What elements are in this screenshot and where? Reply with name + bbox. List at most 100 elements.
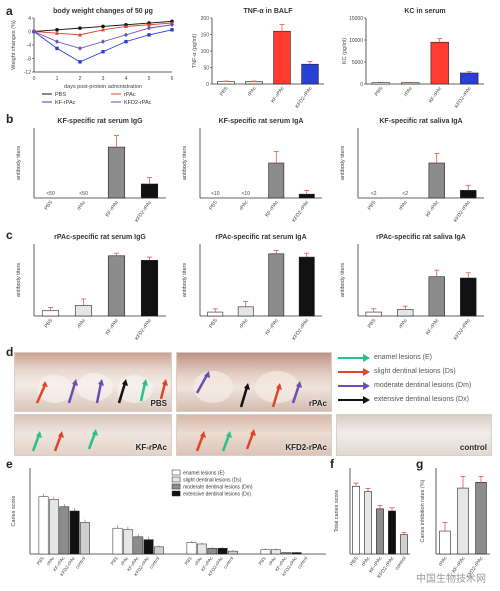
photo-control: control [336, 414, 492, 456]
photo-label-kf-rpac: KF-rPAc [135, 443, 167, 452]
x-tick-label: rPAc [403, 85, 414, 97]
bar-dm-rpac [196, 543, 207, 555]
bar-ds-control [154, 546, 164, 555]
data-point [170, 22, 174, 27]
legend-label: KFD2-rPAc [124, 100, 152, 106]
x-tick-label: PBS [184, 556, 193, 566]
bar-dm-kfd2-rpac [217, 548, 228, 555]
x-tick-label: PBS [36, 556, 45, 566]
series-line-kf-rpac [33, 29, 173, 63]
bar-ds-rpac [122, 529, 133, 555]
photo-label-kfd2-rpac: KFD2-rPAc [285, 443, 327, 452]
data-point [124, 32, 128, 38]
value-label: <50 [46, 191, 55, 197]
chart-title: TNF-α in BALF [243, 8, 293, 15]
x-tick-label: KFD2-rPAc [294, 85, 313, 109]
chart-title: KF-specific rat serum IgG [57, 118, 143, 125]
x-tick-label: PBS [43, 317, 54, 329]
y-axis-label: antibody titers [182, 146, 188, 180]
y-tick-label: 200 [201, 16, 210, 22]
bar-kfd2-rpac [475, 482, 487, 555]
data-point [78, 26, 82, 30]
photo-label-rpac: rPAc [308, 399, 327, 408]
data-point [147, 33, 151, 37]
photo-kfd2-rpac: KFD2-rPAc [176, 414, 332, 456]
y-axis-label: Weight changes (%) [11, 20, 17, 70]
bar-dx-pbs [260, 549, 271, 555]
bar-kf-rpac [376, 508, 384, 555]
x-tick-label: PBS [110, 556, 119, 566]
x-tick-label: KFD2-rPAc [291, 199, 310, 223]
y-axis-label: antibody titers [182, 263, 188, 297]
arrow-right-icon [338, 354, 370, 362]
y-tick-label: 0 [206, 82, 209, 88]
bar-dx-kfd2-rpac [291, 552, 302, 555]
y-axis-label: antibody titers [340, 263, 346, 297]
data-point [32, 29, 36, 34]
panel-letter-g: g [416, 457, 424, 471]
data-point [55, 28, 59, 32]
chart-g-inhibition: Caries inhibition rates (%)rPAc KF-rPAcKF… [420, 468, 490, 580]
x-tick-label: KFD2-rPAc [134, 199, 153, 223]
x-tick-label: KF-rPAc [270, 85, 286, 104]
x-tick-label: KFD2-rPAc [134, 317, 153, 341]
photo-label-pbs: PBS [150, 399, 167, 408]
x-tick-label: KF-rPAc [425, 317, 441, 336]
arrow-right-icon [338, 368, 370, 376]
legend-label: rPAc [124, 92, 136, 98]
x-tick-label: PBS [208, 317, 219, 329]
y-tick-label: -12 [24, 70, 31, 76]
y-tick-label: 4 [28, 16, 31, 22]
bar-rpac [237, 306, 254, 317]
chart-a1-body-weight: body weight changes of 50 µg Weight chang… [11, 8, 174, 106]
x-tick-label: 5 [148, 76, 151, 82]
photo-kf-rpac-arrows [31, 429, 98, 452]
chart-a3-kc: KC in serum KC (pg/ml) 0 5000 10000 15000 PBS r… [342, 8, 484, 110]
bar-e-kfd2-rpac [69, 510, 80, 555]
bar-rpac [364, 491, 372, 555]
x-tick-label: KF-rPAc [428, 85, 444, 104]
y-axis-label: KC (pg/ml) [342, 38, 348, 64]
x-tick-label: PBS [208, 199, 219, 211]
photo-rpac: rPAc [176, 352, 332, 412]
y-tick-label: 0 [28, 30, 31, 36]
y-tick-label: -4 [27, 43, 32, 49]
bar-e-control [80, 522, 90, 555]
x-tick-label: KF-rPAc [425, 199, 441, 218]
bar-kfd2-rpac [388, 510, 396, 555]
bar-e-kf-rpac [59, 506, 70, 555]
x-tick-label: PBS [374, 85, 385, 97]
chart-title: KC in serum [404, 8, 445, 15]
value-label: <2 [402, 191, 408, 197]
data-point [101, 39, 105, 44]
legend-swatch [171, 490, 181, 497]
chart-title: rPAc-specific rat serum IgA [215, 234, 306, 241]
x-tick-label: rPAc [238, 317, 249, 329]
bar-rpac [245, 81, 263, 85]
lesion-legend-item-extensive: extensive dentinal lesions (Dx) [338, 394, 498, 408]
chart-title: KF-specific rat saliva IgA [379, 118, 462, 125]
value-label: <10 [242, 191, 251, 197]
bar-kf-rpac [268, 253, 285, 317]
bar-kf-rpac [428, 276, 445, 317]
chart-title: rPAc-specific rat saliva IgA [376, 234, 466, 241]
bar-rpac [401, 82, 420, 85]
bar-control [400, 534, 408, 555]
chart-c1-rpac-igg: rPAc-specific rat serum IgG antibody tite… [16, 234, 166, 342]
x-tick-label: rPAc [398, 317, 409, 329]
data-point [101, 50, 105, 54]
bar-kfd2-rpac [460, 72, 479, 85]
x-tick-label: 4 [125, 76, 128, 82]
legend-swatch [171, 476, 181, 483]
lesion-legend-label: slight dentinal lesions (Ds) [374, 368, 456, 375]
lesion-legend-label: enamel lesions (E) [374, 354, 432, 361]
panel-letter-b: b [6, 112, 14, 126]
panel-letter-f: f [330, 457, 334, 471]
x-tick-label: control [296, 556, 308, 570]
y-tick-label: 10000 [349, 38, 363, 44]
lesion-legend-item-enamel: enamel lesions (E) [338, 352, 498, 366]
arrow-right-icon [338, 382, 370, 390]
x-tick-label: KFD2-rPAc [453, 317, 472, 341]
legend-swatch [171, 483, 181, 490]
